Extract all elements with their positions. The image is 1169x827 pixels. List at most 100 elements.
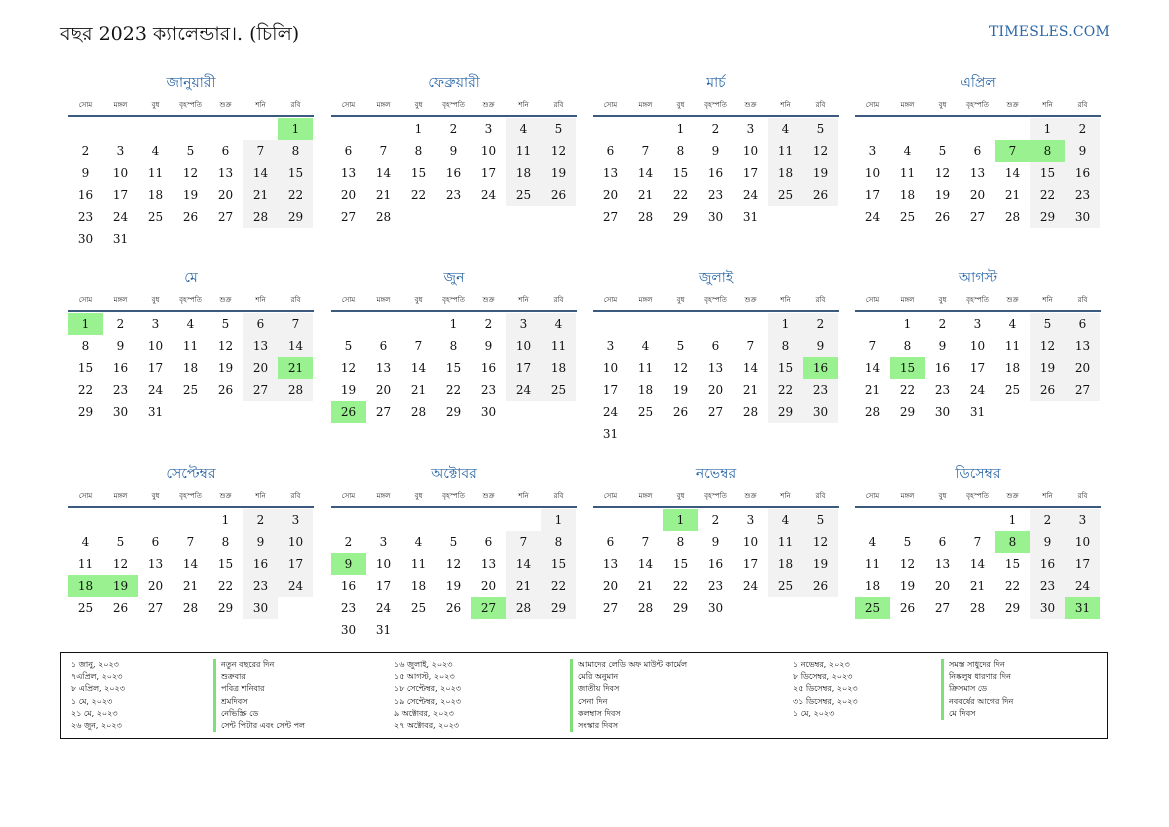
day-cell[interactable]: 1	[414, 122, 423, 136]
day-cell[interactable]: 26	[934, 210, 951, 224]
day-cell[interactable]: 17	[506, 357, 541, 379]
day-cell[interactable]: 9	[331, 553, 366, 575]
day-cell[interactable]: 20	[217, 188, 234, 202]
day-cell[interactable]: 16	[243, 553, 278, 575]
day-cell[interactable]: 8	[541, 531, 576, 553]
day-cell[interactable]: 21	[742, 383, 759, 397]
day-cell[interactable]: 25	[768, 575, 803, 597]
day-cell[interactable]: 31	[1065, 597, 1100, 619]
day-cell[interactable]: 8	[1030, 140, 1065, 162]
day-cell[interactable]: 1	[1008, 513, 1017, 527]
day-cell[interactable]: 10	[375, 557, 392, 571]
day-cell[interactable]: 22	[541, 575, 576, 597]
day-cell[interactable]: 23	[934, 383, 951, 397]
day-cell[interactable]: 29	[278, 206, 313, 228]
day-cell[interactable]: 23	[707, 579, 724, 593]
day-cell[interactable]: 13	[707, 361, 724, 375]
day-cell[interactable]: 13	[1065, 335, 1100, 357]
day-cell[interactable]: 8	[278, 140, 313, 162]
day-cell[interactable]: 22	[77, 383, 94, 397]
day-cell[interactable]: 26	[331, 401, 366, 423]
day-cell[interactable]: 13	[375, 361, 392, 375]
day-cell[interactable]: 5	[221, 317, 230, 331]
day-cell[interactable]: 23	[445, 188, 462, 202]
day-cell[interactable]: 18	[768, 553, 803, 575]
day-cell[interactable]: 15	[217, 557, 234, 571]
day-cell[interactable]: 18	[147, 188, 164, 202]
day-cell[interactable]: 14	[375, 166, 392, 180]
day-cell[interactable]: 10	[742, 144, 759, 158]
day-cell[interactable]: 22	[1030, 184, 1065, 206]
day-cell[interactable]: 11	[768, 531, 803, 553]
day-cell[interactable]: 11	[147, 166, 164, 180]
day-cell[interactable]: 8	[414, 144, 423, 158]
day-cell[interactable]: 3	[868, 144, 877, 158]
day-cell[interactable]: 8	[676, 535, 685, 549]
day-cell[interactable]: 14	[410, 361, 427, 375]
day-cell[interactable]: 24	[742, 188, 759, 202]
day-cell[interactable]: 11	[541, 335, 576, 357]
day-cell[interactable]: 22	[672, 188, 689, 202]
day-cell[interactable]: 5	[541, 118, 576, 140]
day-cell[interactable]: 16	[112, 361, 129, 375]
day-cell[interactable]: 25	[410, 601, 427, 615]
day-cell[interactable]: 13	[217, 166, 234, 180]
day-cell[interactable]: 31	[147, 405, 164, 419]
day-cell[interactable]: 2	[1030, 509, 1065, 531]
day-cell[interactable]: 25	[899, 210, 916, 224]
day-cell[interactable]: 19	[182, 188, 199, 202]
day-cell[interactable]: 27	[1065, 379, 1100, 401]
day-cell[interactable]: 24	[969, 383, 986, 397]
day-cell[interactable]: 28	[506, 597, 541, 619]
day-cell[interactable]: 18	[68, 575, 103, 597]
day-cell[interactable]: 20	[707, 383, 724, 397]
day-cell[interactable]: 15	[77, 361, 94, 375]
day-cell[interactable]: 3	[1065, 509, 1100, 531]
day-cell[interactable]: 6	[938, 535, 947, 549]
day-cell[interactable]: 25	[506, 184, 541, 206]
day-cell[interactable]: 13	[969, 166, 986, 180]
day-cell[interactable]: 16	[707, 166, 724, 180]
day-cell[interactable]: 18	[768, 162, 803, 184]
day-cell[interactable]: 20	[375, 383, 392, 397]
day-cell[interactable]: 5	[1030, 313, 1065, 335]
day-cell[interactable]: 19	[934, 188, 951, 202]
day-cell[interactable]: 22	[445, 383, 462, 397]
day-cell[interactable]: 25	[147, 210, 164, 224]
day-cell[interactable]: 4	[151, 144, 160, 158]
day-cell[interactable]: 15	[672, 557, 689, 571]
day-cell[interactable]: 19	[803, 162, 838, 184]
day-cell[interactable]: 4	[903, 144, 912, 158]
day-cell[interactable]: 7	[973, 535, 982, 549]
day-cell[interactable]: 28	[410, 405, 427, 419]
day-cell[interactable]: 28	[742, 405, 759, 419]
day-cell[interactable]: 6	[243, 313, 278, 335]
day-cell[interactable]: 4	[1008, 317, 1017, 331]
day-cell[interactable]: 7	[414, 339, 423, 353]
day-cell[interactable]: 21	[969, 579, 986, 593]
day-cell[interactable]: 25	[637, 405, 654, 419]
day-cell[interactable]: 4	[81, 535, 90, 549]
day-cell[interactable]: 20	[147, 579, 164, 593]
day-cell[interactable]: 1	[768, 313, 803, 335]
day-cell[interactable]: 17	[742, 166, 759, 180]
day-cell[interactable]: 6	[221, 144, 230, 158]
day-cell[interactable]: 16	[77, 188, 94, 202]
day-cell[interactable]: 12	[340, 361, 357, 375]
day-cell[interactable]: 16	[480, 361, 497, 375]
day-cell[interactable]: 9	[711, 144, 720, 158]
day-cell[interactable]: 26	[803, 575, 838, 597]
day-cell[interactable]: 17	[375, 579, 392, 593]
day-cell[interactable]: 29	[672, 601, 689, 615]
day-cell[interactable]: 31	[375, 623, 392, 637]
day-cell[interactable]: 30	[707, 210, 724, 224]
day-cell[interactable]: 3	[506, 313, 541, 335]
day-cell[interactable]: 14	[278, 335, 313, 357]
day-cell[interactable]: 8	[768, 335, 803, 357]
day-cell[interactable]: 21	[637, 188, 654, 202]
day-cell[interactable]: 10	[480, 144, 497, 158]
day-cell[interactable]: 12	[899, 557, 916, 571]
day-cell[interactable]: 12	[541, 140, 576, 162]
day-cell[interactable]: 26	[217, 383, 234, 397]
day-cell[interactable]: 21	[506, 575, 541, 597]
